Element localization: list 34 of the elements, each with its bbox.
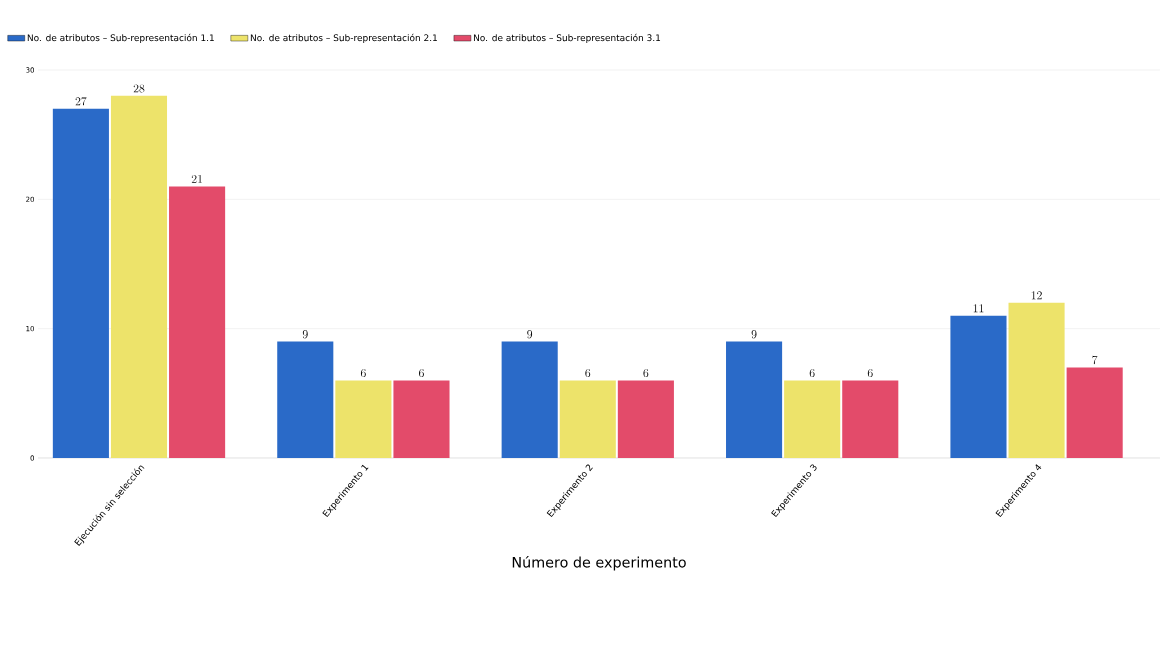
bar — [1066, 367, 1123, 458]
bar — [617, 380, 674, 458]
data-label: 9 — [527, 330, 533, 339]
legend-label: No. de atributos – Sub-representación 2.1 — [250, 33, 437, 43]
data-label: 6 — [867, 368, 873, 378]
data-label: 11 — [973, 304, 984, 313]
data-label: 7 — [1092, 355, 1098, 365]
bar — [726, 341, 783, 458]
data-label: 9 — [302, 330, 308, 339]
bar — [501, 341, 558, 458]
bar — [950, 315, 1007, 458]
data-label: 21 — [191, 174, 202, 183]
data-label: 6 — [809, 368, 815, 378]
legend-label: No. de atributos – Sub-representación 1.1 — [27, 33, 214, 43]
bar — [169, 186, 226, 458]
data-label: 6 — [360, 368, 366, 378]
data-label: 12 — [1031, 291, 1042, 300]
data-label: 6 — [419, 368, 424, 378]
bar — [277, 341, 334, 458]
data-label: 27 — [75, 97, 87, 106]
data-label: 28 — [133, 84, 145, 93]
data-label: 6 — [585, 368, 591, 378]
bar — [842, 380, 899, 458]
bar — [52, 108, 109, 458]
bar — [393, 380, 450, 458]
x-axis-title: Número de experimento — [512, 555, 686, 571]
data-label: 9 — [751, 330, 757, 339]
bar — [1008, 302, 1065, 458]
bar — [559, 380, 616, 458]
data-label: 6 — [643, 368, 649, 378]
bar — [784, 380, 841, 458]
bar — [335, 380, 392, 458]
bar — [110, 95, 168, 458]
legend-label: No. de atributos – Sub-representación 3.1 — [473, 33, 661, 43]
